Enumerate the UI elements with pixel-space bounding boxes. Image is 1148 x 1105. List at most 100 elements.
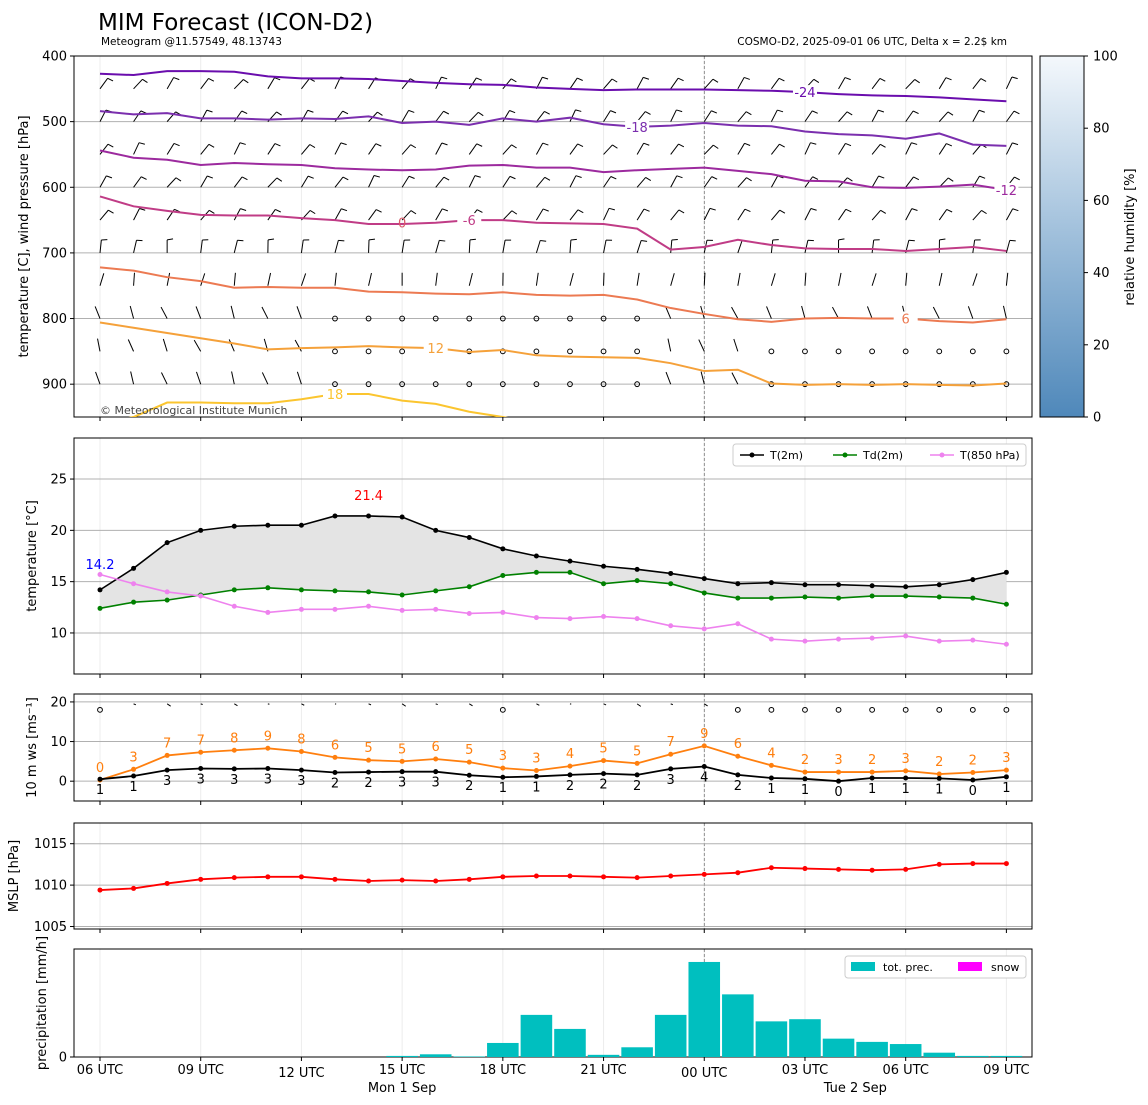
t850-point: [836, 636, 842, 642]
colorbar-tick-label: 20: [1093, 338, 1110, 353]
wind-barb: [435, 110, 444, 122]
mslp-point: [903, 866, 909, 872]
t2m-point: [399, 514, 405, 520]
legend-marker: [939, 452, 945, 458]
wind-barb: [200, 239, 203, 253]
mean-wind-value-label: 3: [398, 776, 406, 791]
wind-barb: [166, 77, 175, 90]
gust-point: [332, 754, 338, 760]
gust-point: [936, 771, 942, 777]
wind-barb: [703, 208, 711, 221]
y-tick-label: 600: [42, 181, 67, 196]
wind-barb: [536, 111, 545, 122]
mean-wind-point: [433, 769, 439, 775]
wind-barb: [636, 77, 644, 90]
gust-value-label: 5: [398, 742, 406, 757]
wind-barb: [401, 210, 412, 221]
wind-barb-flag: [914, 79, 920, 84]
wind-barb: [737, 111, 747, 122]
gust-point: [231, 747, 237, 753]
precip-bar: [419, 1054, 452, 1057]
wind-barb: [468, 272, 473, 286]
wind-barb-flag: [879, 77, 886, 82]
t850-point: [701, 626, 707, 632]
wind-barb: [938, 143, 947, 155]
legend-marker: [749, 452, 755, 458]
wind-barb: [569, 77, 578, 90]
td2m-point: [634, 578, 640, 584]
calm-wind-marker: [466, 315, 473, 322]
gust-point: [735, 753, 741, 759]
wind-barb-flag: [846, 111, 853, 116]
td2m-point: [802, 594, 808, 600]
gust-point: [634, 760, 640, 766]
wind-barb: [261, 372, 269, 385]
dewpoint-spread-fill: [100, 515, 1007, 609]
wind-barb: [535, 208, 544, 221]
wind-barb: [737, 240, 743, 254]
wind-barb: [603, 176, 612, 188]
wind-barb: [703, 703, 708, 707]
wind-barb-flag: [577, 143, 584, 148]
wind-barb: [97, 338, 101, 352]
wind-barb: [938, 272, 943, 286]
gust-point: [131, 766, 137, 772]
td2m-point: [332, 588, 338, 594]
wind-barb-flag: [744, 208, 751, 213]
wind-barb: [1005, 272, 1009, 286]
t850-point: [533, 615, 539, 621]
wind-barb-flag: [307, 109, 314, 113]
wind-barb: [838, 143, 846, 155]
axes-frame: [73, 822, 1033, 930]
wind-barb-flag: [275, 208, 281, 213]
mslp-point: [500, 874, 506, 880]
t2m-point: [903, 584, 909, 590]
mean-wind-value-label: 1: [96, 783, 104, 798]
colorbar-label: relative humidity [%]: [1123, 168, 1138, 305]
wind-barb: [468, 111, 479, 122]
calm-wind-marker: [365, 348, 372, 355]
t2m-point: [634, 566, 640, 572]
wind-barb: [636, 177, 647, 188]
mslp-point: [802, 866, 808, 872]
wind-barb-flag: [138, 142, 145, 145]
isotherm-label-bg: [322, 387, 347, 402]
calm-wind-marker: [432, 315, 439, 322]
gust-point: [701, 743, 707, 749]
wind-barb: [133, 110, 142, 122]
wind-barb: [300, 110, 309, 122]
mean-wind-point: [936, 775, 942, 781]
wind-barb-flag: [139, 208, 146, 211]
wind-barb: [698, 339, 705, 352]
calm-wind-marker: [332, 315, 338, 322]
wind-barb: [401, 175, 410, 188]
wind-barb-flag: [712, 78, 719, 83]
calm-wind-marker: [365, 315, 372, 322]
wind-barb: [368, 209, 377, 221]
wind-barb-flag: [478, 111, 484, 117]
wind-barb: [133, 78, 143, 90]
calm-wind-marker: [533, 381, 540, 388]
mean-wind-point: [164, 767, 170, 773]
gust-value-label: 5: [364, 741, 372, 756]
mslp-point: [399, 877, 405, 883]
wind-barb-flag: [342, 176, 349, 181]
td2m-point: [97, 605, 103, 611]
wind-barb: [801, 305, 806, 319]
wind-barb: [972, 210, 982, 221]
wind-barb: [972, 144, 982, 155]
wind-barb: [670, 209, 680, 221]
wind-barb-flag: [678, 143, 685, 148]
wind-barb: [200, 78, 209, 90]
wind-barb-flag: [980, 78, 987, 82]
wind-barb: [435, 142, 443, 155]
wind-barb: [838, 111, 848, 122]
wind-barb: [569, 209, 579, 221]
mslp-point: [869, 867, 875, 873]
wind-barb: [94, 306, 101, 319]
wind-barb-flag: [912, 110, 919, 114]
wind-barb: [228, 339, 235, 352]
time-axis: 06 UTC 09 UTC 12 UTC 15 UTC 18 UTC 21 UTC 00 U…: [77, 1063, 1030, 1096]
wind-barb: [129, 305, 135, 319]
